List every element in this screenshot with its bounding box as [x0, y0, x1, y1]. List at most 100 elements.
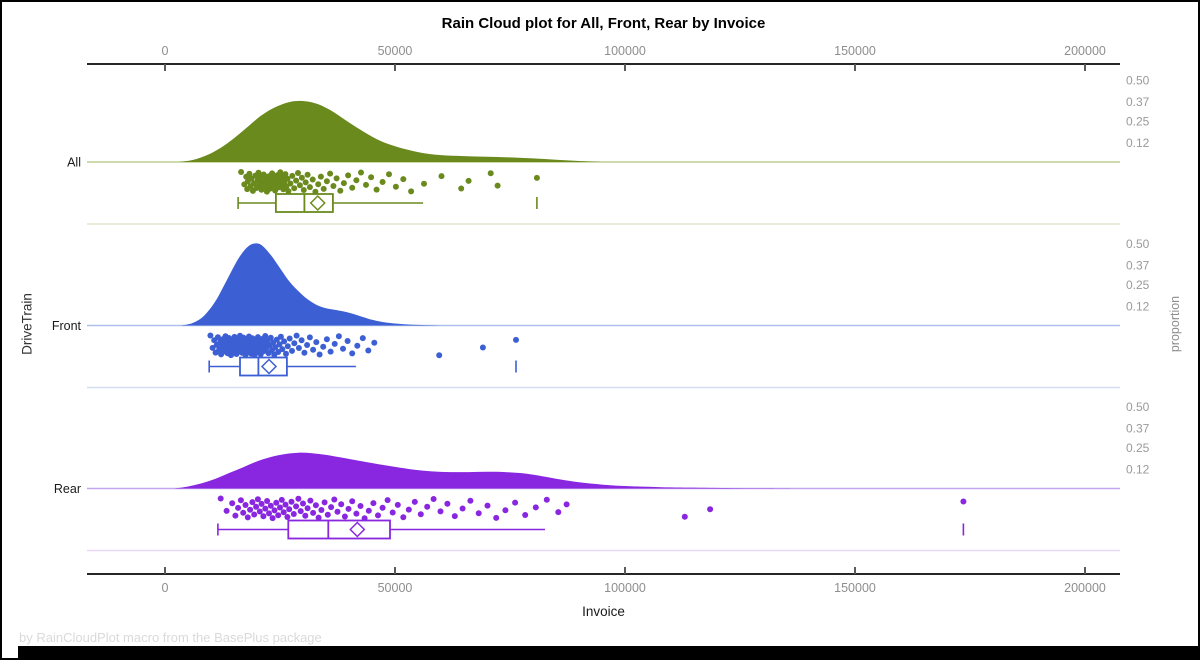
rain-point	[340, 180, 347, 187]
rain-point	[379, 179, 386, 185]
rain-point	[349, 184, 356, 191]
rain-point	[502, 507, 509, 514]
rain-point	[277, 333, 284, 340]
rain-point	[275, 512, 282, 519]
rain-point	[254, 496, 261, 503]
rain-point	[293, 503, 300, 510]
mean-diamond	[309, 194, 326, 212]
rain-point	[300, 187, 307, 193]
rain-point	[262, 333, 269, 339]
rain-point	[333, 175, 340, 182]
rain-point	[238, 169, 245, 175]
rain-point	[315, 514, 322, 521]
rain-point	[267, 502, 274, 509]
rain-point	[267, 334, 274, 341]
proportion-tick-label: 0.12	[1126, 462, 1150, 476]
rain-point	[235, 504, 242, 511]
proportion-tick-label: 0.37	[1126, 258, 1150, 272]
rain-point	[400, 176, 407, 183]
rain-point	[421, 180, 427, 187]
rain-point	[284, 514, 291, 520]
rain-point	[306, 334, 313, 341]
proportion-tick-label: 0.25	[1126, 115, 1150, 129]
rain-point	[260, 513, 267, 520]
rain-point	[338, 501, 345, 508]
rain-point	[302, 512, 309, 519]
proportion-tick-label: 0.50	[1126, 237, 1150, 251]
top-x-tick-label: 50000	[378, 44, 413, 58]
rain-point	[707, 506, 714, 513]
top-x-tick-label: 200000	[1064, 44, 1106, 58]
rain-point	[273, 499, 280, 506]
density-curve-front	[181, 243, 441, 326]
rain-point	[253, 503, 260, 510]
rain-point	[323, 336, 330, 343]
rain-point	[288, 498, 295, 505]
rain-point	[386, 171, 392, 178]
rain-point	[307, 497, 314, 504]
proportion-axis-title: proportion	[1168, 295, 1182, 353]
rain-point	[229, 500, 236, 507]
rain-point	[327, 348, 334, 355]
proportion-tick-label: 0.25	[1126, 441, 1150, 455]
rain-point	[277, 504, 283, 511]
rain-point	[277, 169, 284, 176]
rain-point	[223, 507, 230, 514]
rain-point	[324, 511, 331, 518]
rain-point	[298, 174, 305, 181]
rain-point	[289, 347, 295, 354]
rain-point	[254, 334, 261, 341]
rain-point	[262, 505, 269, 512]
rain-point	[359, 335, 366, 342]
rain-point	[298, 337, 305, 344]
rain-point	[353, 177, 360, 184]
top-x-tick-label: 100000	[604, 44, 646, 58]
rain-point	[384, 497, 391, 504]
rain-point	[284, 343, 291, 350]
rain-point	[345, 505, 352, 512]
rain-point	[328, 504, 335, 511]
rain-point	[282, 501, 289, 508]
rain-point	[487, 170, 494, 177]
rain-point	[217, 495, 224, 502]
rain-point	[436, 352, 443, 359]
rain-point	[365, 347, 372, 354]
rain-point	[475, 510, 482, 517]
rain-point	[264, 498, 271, 504]
rain-point	[334, 508, 341, 515]
rain-point	[260, 171, 267, 178]
rain-point	[282, 171, 289, 178]
rain-point	[493, 514, 500, 521]
rain-point	[394, 501, 401, 508]
rain-point	[266, 510, 272, 517]
rain-point	[258, 500, 265, 507]
rain-point	[512, 499, 519, 506]
rain-point	[306, 184, 313, 191]
density-curve-all	[178, 100, 603, 162]
rain-point	[297, 508, 304, 515]
bottom-x-tick-label: 0	[162, 581, 169, 595]
rain-point	[237, 497, 244, 504]
proportion-tick-label: 0.12	[1126, 136, 1150, 150]
rain-point	[293, 332, 300, 339]
proportion-tick-label: 0.37	[1126, 95, 1150, 109]
chart-title: Rain Cloud plot for All, Front, Rear by …	[441, 15, 766, 32]
rain-point	[375, 512, 381, 519]
rain-point	[269, 170, 276, 177]
rain-point	[357, 503, 364, 509]
top-x-tick-label: 150000	[834, 44, 876, 58]
rain-point	[451, 513, 458, 520]
rain-point	[289, 172, 296, 179]
box	[287, 519, 391, 540]
rain-point	[331, 496, 338, 503]
rain-point	[232, 512, 239, 519]
rain-point	[349, 498, 356, 505]
rain-point	[437, 508, 444, 515]
rain-point	[256, 508, 263, 515]
rain-point	[300, 500, 306, 507]
rain-point	[283, 350, 289, 357]
rain-point	[330, 183, 337, 189]
rain-point	[271, 507, 278, 514]
footer-note: by RainCloudPlot macro from the BasePlus…	[19, 630, 322, 645]
density-curve-rear	[174, 452, 791, 489]
